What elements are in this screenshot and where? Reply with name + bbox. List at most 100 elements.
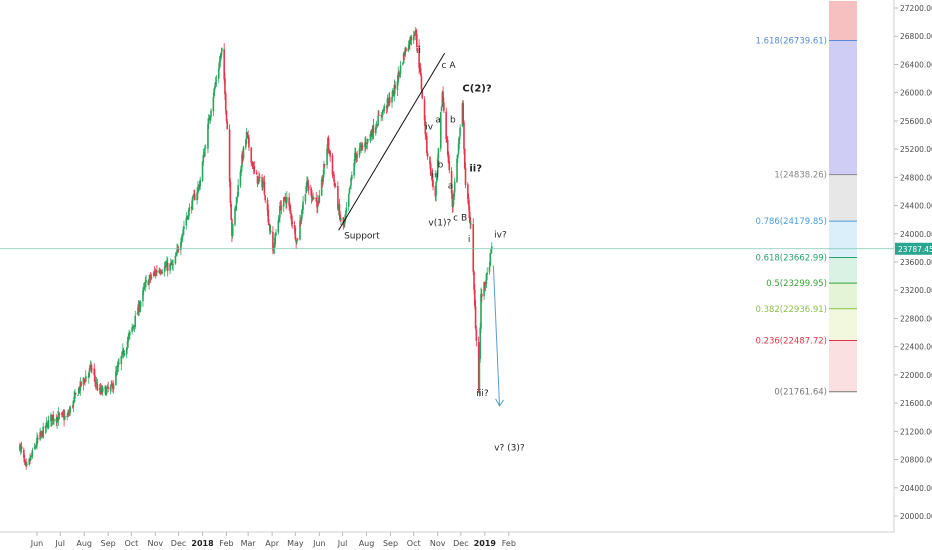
candle-body	[210, 110, 212, 117]
y-tick-label: 23200.00	[900, 286, 932, 295]
candle	[257, 178, 260, 185]
wave-label: c A	[442, 61, 457, 71]
candle	[374, 123, 377, 136]
candle-body	[175, 255, 178, 256]
candle-body	[224, 93, 227, 111]
candle-body	[161, 271, 164, 274]
candle-body	[176, 247, 179, 249]
candle-body	[307, 185, 310, 191]
candle	[223, 43, 225, 84]
candle-body	[94, 375, 96, 381]
candle	[42, 422, 44, 439]
candle	[74, 389, 76, 403]
candle-body	[402, 52, 405, 64]
candle-body	[266, 200, 269, 211]
wave-label: ii?	[469, 164, 482, 175]
candle	[490, 248, 492, 254]
candle-body	[90, 364, 92, 370]
candle-body	[180, 242, 182, 250]
candle-body	[94, 381, 97, 385]
candle	[463, 119, 465, 155]
candle-body	[231, 224, 234, 236]
candle	[226, 118, 229, 130]
candle-body	[88, 367, 91, 372]
candle	[117, 359, 120, 373]
candle-body	[435, 182, 437, 196]
candle	[118, 357, 120, 365]
candle-body	[351, 174, 353, 180]
candle-body	[143, 286, 146, 289]
wave-label: Support	[344, 232, 380, 242]
candle-body	[139, 301, 142, 307]
candle-body	[252, 161, 254, 169]
candle	[286, 191, 288, 209]
x-tick-label: Aug	[359, 539, 375, 548]
candlestick-series	[19, 27, 493, 470]
candle-body	[202, 155, 205, 163]
candle-body	[345, 207, 348, 214]
candle-body	[199, 179, 202, 187]
candle-body	[188, 207, 191, 211]
candle-body	[408, 40, 410, 49]
fib-zone	[829, 257, 857, 284]
candle	[398, 70, 400, 80]
candle	[255, 169, 258, 175]
candle-body	[432, 180, 434, 188]
candle-body	[177, 248, 180, 251]
x-tick-label: Apr	[265, 539, 280, 548]
candle-body	[104, 387, 106, 389]
candle-body	[215, 79, 218, 81]
candle	[304, 193, 307, 205]
candle	[201, 161, 204, 182]
y-tick-label: 24400.00	[900, 202, 932, 211]
candle-body	[285, 201, 287, 204]
candle-body	[74, 393, 76, 399]
candle-body	[367, 139, 369, 140]
wave-label: iii?	[476, 389, 489, 399]
candle-body	[123, 353, 126, 356]
candle	[129, 331, 131, 340]
candle-body	[269, 224, 271, 232]
candle-body	[272, 249, 275, 251]
candle	[53, 418, 55, 425]
y-tick-label: 21200.00	[900, 427, 932, 436]
candle	[358, 142, 361, 159]
candle-body	[289, 210, 292, 214]
candle	[464, 162, 467, 189]
candle-body	[342, 217, 345, 225]
candle-body	[257, 178, 260, 185]
x-tick-label: Sep	[101, 539, 116, 548]
y-tick-label: 20000.00	[900, 512, 932, 521]
candle	[284, 192, 287, 203]
fib-label: 1.618(26739.61)	[755, 36, 827, 46]
candle-body	[241, 154, 243, 168]
candle-body	[88, 372, 90, 378]
candle	[120, 355, 123, 371]
candle	[459, 124, 461, 140]
y-tick-label: 25600.00	[900, 117, 932, 126]
candle-body	[348, 188, 351, 194]
candle	[388, 92, 391, 106]
price-tag-label: 23787.45	[898, 245, 932, 254]
candle-body	[52, 414, 55, 421]
candle-body	[180, 239, 183, 244]
candle	[231, 223, 234, 239]
candle-body	[242, 146, 245, 159]
candle-body	[343, 224, 345, 226]
candle-body	[365, 145, 368, 147]
candle	[20, 441, 23, 454]
candle-body	[302, 201, 304, 210]
candle	[235, 197, 238, 211]
time-axis[interactable]: Jun Jul Aug Sep Oct Nov Dec 2018 Feb Mar Apr May Jun…	[0, 531, 894, 548]
candle	[60, 411, 63, 418]
fibonacci-zone-fills	[829, 0, 857, 392]
candle-body	[300, 214, 303, 222]
wave-label: i	[468, 235, 471, 245]
price-axis[interactable]: 27200.00 26800.00 26400.00 26000.00 25600.00…	[893, 0, 932, 532]
candle-body	[315, 197, 318, 201]
y-tick-label: 24800.00	[900, 173, 932, 182]
wave-label: C(2)?	[462, 83, 491, 94]
candle-body	[53, 419, 55, 422]
candle	[349, 185, 352, 189]
